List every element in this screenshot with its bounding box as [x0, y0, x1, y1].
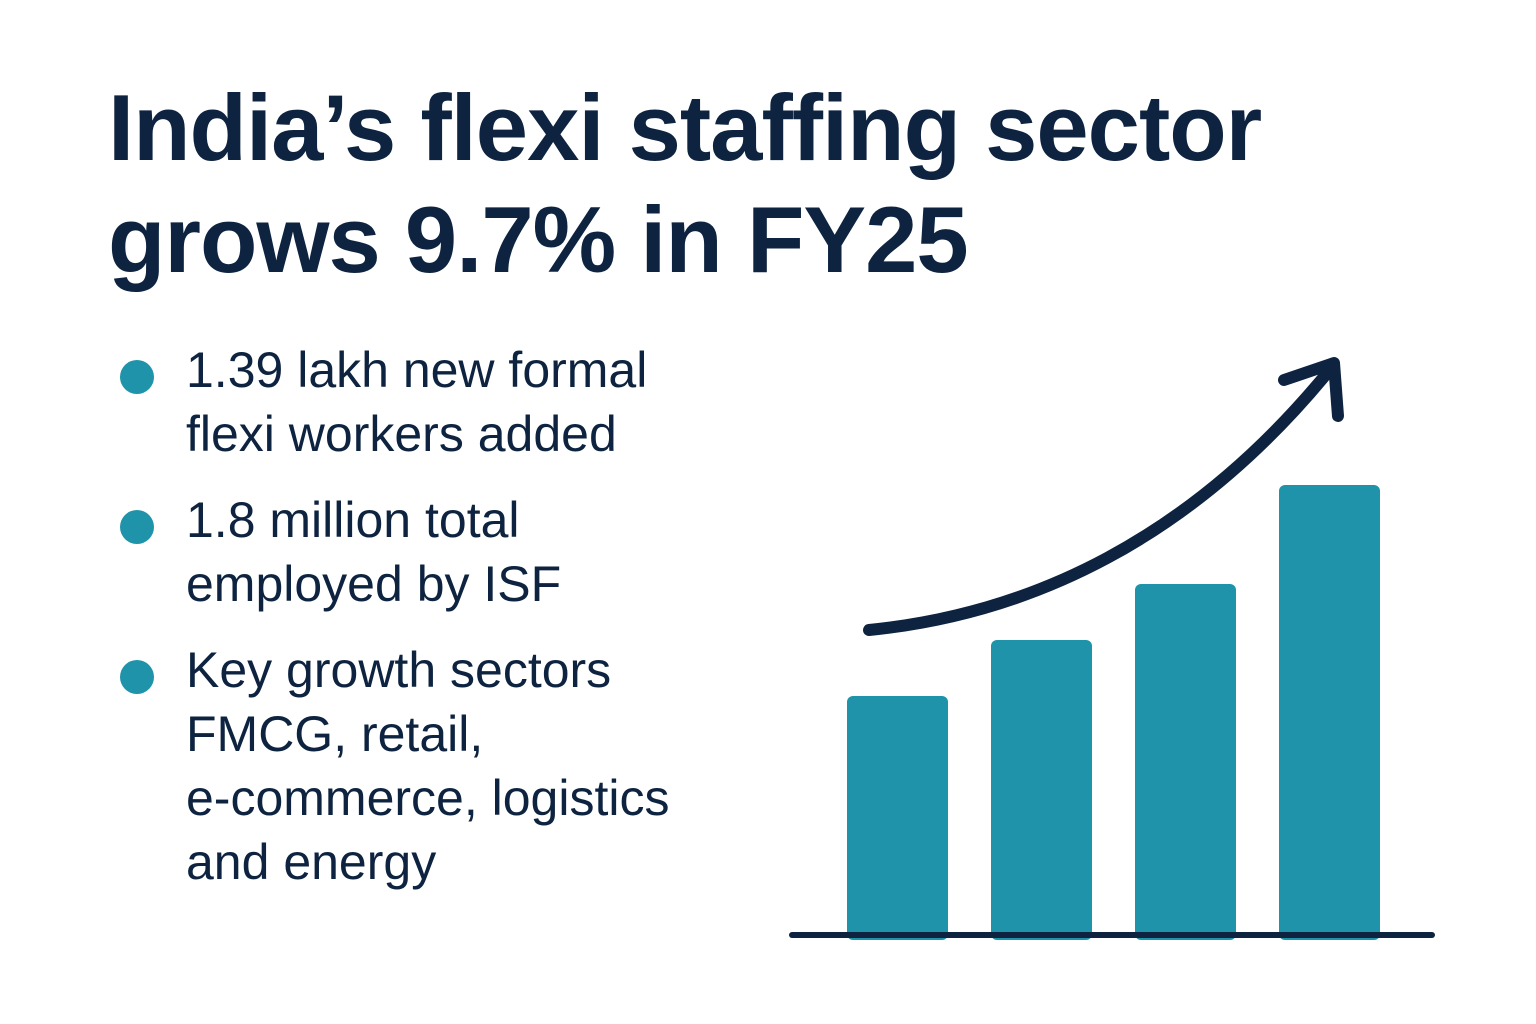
bullet-dot-icon — [120, 360, 154, 394]
bullet-text: 1.39 lakh new formal flexi workers added — [186, 338, 758, 466]
bullet-item: 1.39 lakh new formal flexi workers added — [118, 338, 758, 466]
bullet-line: e-commerce, logistics — [186, 770, 670, 826]
bar — [991, 640, 1092, 940]
bullet-list: 1.39 lakh new formal flexi workers added… — [118, 338, 758, 916]
bullet-line: Key growth sectors — [186, 642, 612, 698]
bullet-line: flexi workers added — [186, 406, 617, 462]
bullet-text: 1.8 million total employed by ISF — [186, 488, 758, 616]
title-line-2: grows 9.7% in FY25 — [108, 187, 969, 292]
bar — [1279, 485, 1380, 940]
bullet-line: FMCG, retail, — [186, 706, 484, 762]
arrow-head-icon — [1278, 357, 1344, 422]
bullet-line: employed by ISF — [186, 556, 562, 612]
title-line-1: India’s flexi staffing sector — [108, 75, 1262, 180]
bullet-dot-icon — [120, 660, 154, 694]
bars — [847, 485, 1380, 940]
trend-arrow-icon — [863, 366, 1334, 636]
page-title: India’s flexi staffing sector grows 9.7%… — [108, 72, 1262, 296]
bullet-item: Key growth sectors FMCG, retail, e-comme… — [118, 638, 758, 894]
bullet-text: Key growth sectors FMCG, retail, e-comme… — [186, 638, 758, 894]
bullet-dot-icon — [120, 510, 154, 544]
bullet-line: 1.39 lakh new formal — [186, 342, 648, 398]
bar — [1135, 584, 1236, 940]
bar — [847, 696, 948, 940]
bullet-item: 1.8 million total employed by ISF — [118, 488, 758, 616]
bullet-line: and energy — [186, 834, 437, 890]
bullet-line: 1.8 million total — [186, 492, 520, 548]
